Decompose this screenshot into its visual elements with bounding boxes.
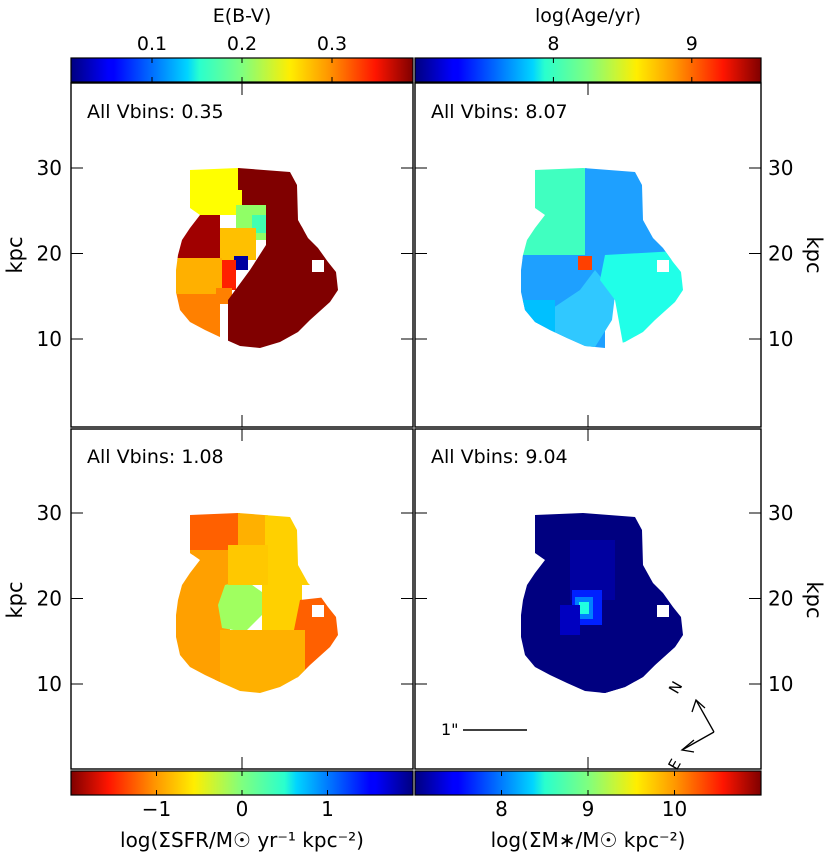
y-tick-label-right: 30 bbox=[768, 501, 793, 525]
region-ebv-6 bbox=[176, 290, 220, 348]
colorbar-mass-ticks: 8 9 10 bbox=[495, 771, 687, 821]
region-ebv-5 bbox=[214, 228, 256, 260]
region-mass-4 bbox=[579, 602, 589, 614]
y-tick-label-left: 30 bbox=[37, 156, 62, 180]
y-tick-label-right: 20 bbox=[768, 587, 793, 611]
region-sfr-8 bbox=[215, 630, 305, 693]
region-sfr-5 bbox=[228, 545, 268, 585]
colorbar-age bbox=[414, 57, 762, 83]
colorbar-tick-label: 0 bbox=[236, 797, 249, 821]
region-ebv-10 bbox=[176, 258, 222, 294]
scale-bar-label: 1" bbox=[441, 720, 459, 739]
region-sfr-9 bbox=[176, 625, 220, 693]
colorbar-tick-label: 9 bbox=[686, 33, 698, 55]
region-ebv-9 bbox=[220, 260, 236, 290]
map-ebv bbox=[176, 168, 338, 348]
colorbar-tick-label: 0.2 bbox=[227, 33, 257, 55]
colorbar-tick-label: 8 bbox=[547, 33, 559, 55]
y-axis-ticks: 10 10 20 20 30 30 10 10 20 20 30 30 bbox=[37, 156, 794, 696]
region-age-1 bbox=[585, 168, 683, 260]
region-sfr-1 bbox=[238, 513, 268, 550]
colorbar-tick-label: 9 bbox=[582, 797, 595, 821]
annotation-ebv: All Vbins: 0.35 bbox=[87, 101, 224, 123]
colorbar-tick-label: 8 bbox=[495, 797, 508, 821]
colorbar-ebv-ticks: 0.1 0.2 0.3 bbox=[137, 33, 347, 82]
annotation-sfr: All Vbins: 1.08 bbox=[87, 446, 224, 468]
colorbar-tick-label: −1 bbox=[142, 797, 171, 821]
colorbar-tick-label: 10 bbox=[662, 797, 687, 821]
colorbar-mass-label: log(ΣM∗/M☉ kpc⁻²) bbox=[491, 828, 686, 852]
notch-age bbox=[657, 260, 669, 272]
compass-north-label: N bbox=[665, 678, 686, 697]
y-tick-label-left: 10 bbox=[37, 672, 62, 696]
colorbar-tick-label: 0.1 bbox=[137, 33, 167, 55]
colorbar-tick-label: 1 bbox=[321, 797, 334, 821]
colorbar-sfr-ticks: −1 0 1 bbox=[142, 771, 334, 821]
annotation-mass: All Vbins: 9.04 bbox=[431, 446, 568, 468]
region-sfr-2 bbox=[265, 513, 338, 585]
notch-ebv bbox=[312, 260, 324, 272]
y-tick-label-right: 20 bbox=[768, 242, 793, 266]
y-axis-label-top-left: kpc bbox=[3, 236, 27, 273]
region-age-3 bbox=[578, 256, 592, 270]
annotation-age: All Vbins: 8.07 bbox=[431, 101, 568, 123]
colorbar-age-label: log(Age/yr) bbox=[535, 5, 641, 27]
region-ebv-8 bbox=[234, 256, 248, 270]
y-tick-label-left: 20 bbox=[37, 587, 62, 611]
y-tick-label-left: 30 bbox=[37, 501, 62, 525]
y-tick-label-left: 20 bbox=[37, 242, 62, 266]
colorbar-sfr-label: log(ΣSFR/M☉ yr⁻¹ kpc⁻²) bbox=[120, 828, 364, 852]
y-tick-label-left: 10 bbox=[37, 327, 62, 351]
region-mass-5 bbox=[560, 605, 580, 635]
region-age-6 bbox=[521, 300, 555, 348]
y-tick-label-right: 10 bbox=[768, 327, 793, 351]
region-sfr-4 bbox=[218, 580, 262, 632]
region-ebv-7 bbox=[176, 215, 220, 260]
region-age-5 bbox=[600, 250, 683, 348]
y-axis-label-top-right: kpc bbox=[802, 236, 826, 273]
compass bbox=[680, 698, 715, 753]
x-axis-ticks bbox=[241, 83, 589, 769]
colorbar-tick-label: 0.3 bbox=[317, 33, 347, 55]
region-age-0 bbox=[521, 168, 587, 260]
colorbar-ebv-label: E(B-V) bbox=[213, 5, 272, 27]
map-age bbox=[521, 168, 683, 348]
y-tick-label-right: 10 bbox=[768, 672, 793, 696]
notch-sfr bbox=[312, 605, 324, 617]
map-sfr bbox=[176, 513, 338, 693]
region-age-4 bbox=[545, 270, 615, 348]
y-tick-label-right: 30 bbox=[768, 156, 793, 180]
y-axis-label-bottom-right: kpc bbox=[802, 581, 826, 618]
notch-mass bbox=[657, 605, 669, 617]
y-axis-label-bottom-left: kpc bbox=[3, 581, 27, 618]
